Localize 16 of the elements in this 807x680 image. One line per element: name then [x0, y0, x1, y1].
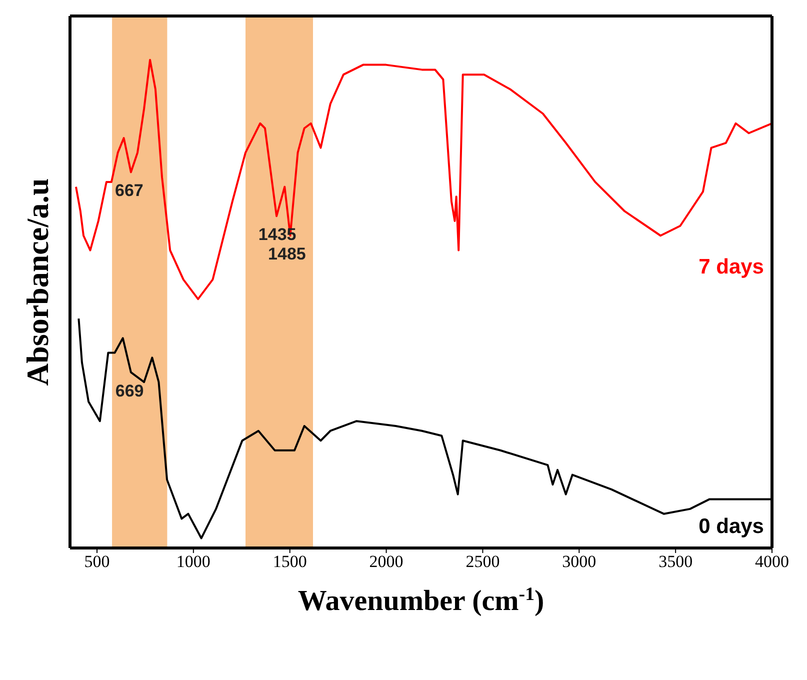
y-axis-title: Absorbance/a.u	[20, 178, 55, 386]
x-tick-label: 2500	[466, 552, 500, 572]
series-label: 7 days	[698, 255, 764, 278]
x-tick-label: 1000	[176, 552, 210, 572]
series-label: 0 days	[698, 515, 764, 538]
x-axis-title: Wavenumber (cm$^{-1}$)	[298, 584, 544, 617]
annotation: 669	[115, 381, 144, 400]
x-tick-label: 4000	[755, 552, 789, 572]
annotation: 1485	[268, 244, 306, 264]
x-tick-label: 500	[84, 552, 110, 572]
x-tick-label: 3000	[562, 552, 596, 572]
x-tick-label: 3500	[658, 552, 693, 572]
annotation: 667	[115, 181, 144, 200]
annotation: 1435	[258, 225, 296, 244]
x-tick-label: 2000	[369, 552, 404, 572]
x-tick-label: 1500	[272, 552, 307, 572]
